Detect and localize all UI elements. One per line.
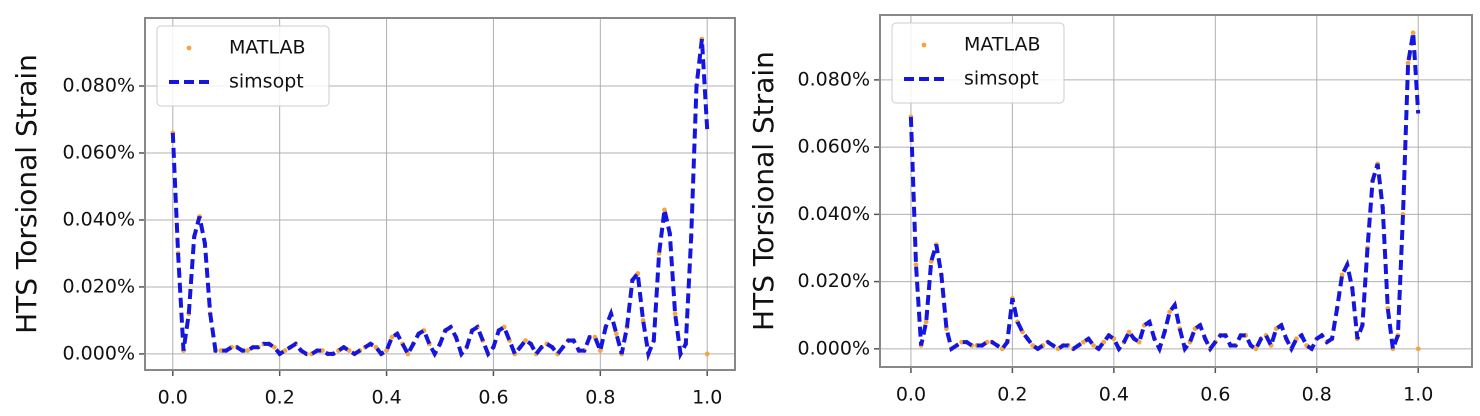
data-point (373, 344, 379, 350)
legend-swatch (921, 42, 927, 48)
y-tick-label: 0.000% (63, 342, 135, 364)
data-point (1339, 272, 1345, 278)
x-tick-label: 0.0 (896, 384, 926, 406)
legend-swatch (186, 45, 192, 51)
data-point (1167, 309, 1173, 315)
data-point (913, 262, 919, 268)
data-point (523, 338, 528, 343)
y-tick-label: 0.060% (798, 136, 870, 158)
x-tick-label: 0.2 (997, 384, 1027, 406)
subplot: 0.000% 0.020% 0.040% 0.060% 0.080% 0.0 0.2 0.4 0… (10, 17, 736, 409)
data-point (218, 348, 224, 353)
data-point (662, 207, 667, 213)
data-point (1101, 339, 1107, 345)
y-axis-label: HTS Torsional Strain (10, 54, 43, 334)
y-tick-label: 0.040% (798, 203, 870, 225)
data-point (1405, 60, 1411, 66)
data-point (405, 351, 411, 357)
data-point (346, 348, 352, 353)
x-tick-label: 1.0 (692, 387, 722, 409)
y-tick-label: 0.000% (798, 337, 870, 359)
plot-frame (144, 17, 736, 371)
y-tick-label: 0.080% (798, 68, 870, 90)
data-point (597, 348, 603, 353)
legend-label: simsopt (964, 68, 1039, 90)
data-point (1294, 336, 1299, 342)
data-point (245, 348, 251, 353)
data-point (1091, 343, 1096, 348)
legend-label: MATLAB (964, 34, 1041, 56)
legend-box (156, 25, 330, 107)
y-tick-label: 0.060% (63, 141, 135, 163)
series-line (170, 38, 710, 362)
data-point (1410, 30, 1416, 36)
data-point (640, 318, 646, 323)
x-tick-label: 0.8 (1302, 384, 1332, 406)
data-point (384, 348, 389, 353)
legend-box (891, 22, 1065, 104)
x-tick-label: 0.0 (158, 387, 188, 409)
x-tick-label: 1.0 (1403, 384, 1433, 406)
plot-frame (879, 14, 1473, 368)
x-tick-label: 0.6 (1200, 384, 1230, 406)
data-point (923, 319, 929, 325)
data-point (1136, 339, 1142, 345)
data-point (704, 351, 710, 357)
x-tick-label: 0.2 (265, 387, 295, 409)
subplot: 0.000% 0.020% 0.040% 0.060% 0.080% 0.0 0.2 0.4 0… (747, 14, 1473, 406)
y-axis-label: HTS Torsional Strain (747, 51, 780, 331)
legend-label: MATLAB (229, 37, 306, 59)
data-point (320, 348, 325, 353)
legend-label: simsopt (229, 71, 304, 93)
y-tick-label: 0.020% (63, 275, 135, 297)
y-tick-label: 0.020% (798, 270, 870, 292)
x-tick-label: 0.8 (585, 387, 615, 409)
data-point (1253, 346, 1259, 352)
y-tick-label: 0.080% (63, 74, 135, 96)
data-point (1415, 346, 1421, 352)
data-point (271, 344, 277, 350)
y-tick-label: 0.040% (63, 208, 135, 230)
data-point (1081, 339, 1086, 345)
data-point (1126, 329, 1132, 335)
x-tick-label: 0.4 (371, 387, 401, 409)
data-point (613, 331, 619, 337)
data-point (282, 348, 288, 353)
data-point (1030, 343, 1036, 348)
data-point (672, 311, 678, 317)
series-line (908, 32, 1421, 355)
data-point (389, 334, 395, 340)
x-tick-label: 0.4 (1099, 384, 1129, 406)
x-tick-label: 0.6 (478, 387, 508, 409)
